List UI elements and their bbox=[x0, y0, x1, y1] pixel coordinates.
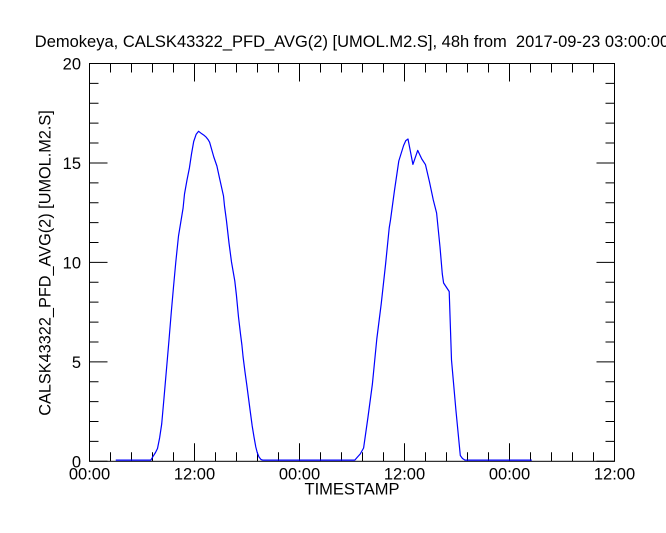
svg-text:20: 20 bbox=[63, 56, 81, 74]
svg-text:0: 0 bbox=[72, 453, 81, 471]
svg-text:12:00: 12:00 bbox=[384, 465, 425, 483]
svg-text:TIMESTAMP: TIMESTAMP bbox=[304, 481, 399, 499]
svg-text:00:00: 00:00 bbox=[279, 465, 320, 483]
svg-text:5: 5 bbox=[72, 354, 81, 372]
svg-text:CALSK43322_PFD_AVG(2) [UMOL.M2: CALSK43322_PFD_AVG(2) [UMOL.M2.S] bbox=[37, 110, 55, 416]
svg-text:Demokeya, CALSK43322_PFD_AVG(2: Demokeya, CALSK43322_PFD_AVG(2) [UMOL.M2… bbox=[35, 33, 666, 51]
svg-text:00:00: 00:00 bbox=[489, 465, 530, 483]
svg-text:00:00: 00:00 bbox=[69, 465, 110, 483]
svg-text:10: 10 bbox=[63, 254, 81, 272]
svg-text:12:00: 12:00 bbox=[594, 465, 635, 483]
svg-text:15: 15 bbox=[63, 155, 81, 173]
svg-text:12:00: 12:00 bbox=[174, 465, 215, 483]
